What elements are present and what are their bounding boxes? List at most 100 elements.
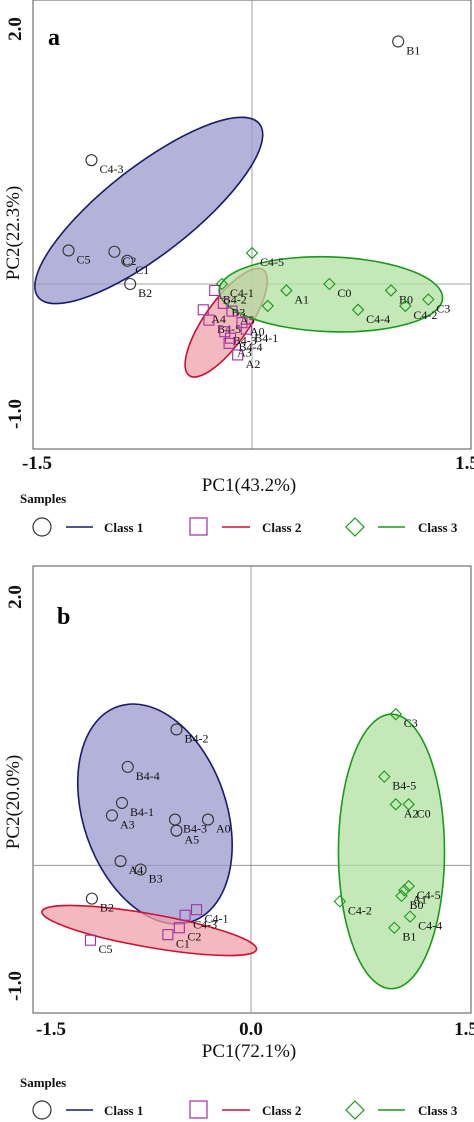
- panel-b-point-C4-2-label: C4-2: [348, 903, 372, 917]
- panel-b-point-B4-3-label: B4-3: [183, 822, 207, 836]
- legend-a-title: Samples: [20, 491, 66, 506]
- panel-b-point-C3-label: C3: [404, 716, 418, 730]
- panel-a-point-A2-label: A2: [246, 357, 261, 371]
- panel-b-point-A2-label: A2: [404, 806, 419, 820]
- panel-b-point-A3-marker: [105, 809, 119, 822]
- panel-b-point-B1-marker: [388, 921, 401, 935]
- panel-b-y-tick-min: -1.0: [5, 971, 26, 1001]
- legend-b-class2-marker: [189, 1100, 208, 1119]
- panel-a-point-A2-marker: [232, 349, 244, 361]
- panel-b-point-B0-marker: [395, 889, 408, 903]
- panel-a-point-B2-label: B2: [138, 286, 152, 300]
- panel-b-point-C0-label: C0: [417, 806, 431, 820]
- panel-a-y-axis-label: PC2(22.3%): [3, 186, 24, 280]
- panel-b-point-C4-3-label: C4-3: [193, 917, 217, 931]
- panel-b-x-axis-label: PC1(72.1%): [202, 1041, 296, 1062]
- panel-b-point-C0-marker: [402, 798, 415, 811]
- panel-a-point-C5-label: C5: [77, 252, 91, 266]
- panel-a-point-A4-marker: [197, 304, 209, 316]
- panel-a-class3-ellipse: [218, 255, 444, 333]
- panel-b-point-C5-marker: [84, 934, 97, 946]
- legend-b-class3-marker: [345, 1100, 365, 1120]
- panel-b-point-B4-5-label: B4-5: [392, 779, 416, 793]
- panel-b-point-A4-marker: [114, 855, 127, 868]
- panel-b-point-C4-2-marker: [333, 895, 347, 908]
- panel-a-point-B4-5-marker: [203, 314, 215, 326]
- panel-a-point-A0-label: A0: [250, 325, 265, 339]
- panel-b-point-C3-marker: [389, 707, 403, 721]
- panel-a-point-C3-marker: [422, 293, 435, 306]
- panel-b-point-B3-marker: [134, 863, 147, 876]
- panel-a-point-C4-2-marker: [399, 299, 412, 313]
- panel-a-point-B2-marker: [124, 277, 137, 291]
- panel-a-point-A1-marker: [280, 284, 293, 297]
- panel-b-point-B0-label: B0: [410, 898, 424, 912]
- legend-a: Samples Class 1 Class 2 Class 3: [20, 491, 458, 537]
- legend-a-class2-label: Class 2: [262, 520, 301, 535]
- panel-b-point-C1-marker: [162, 929, 174, 941]
- panel-a-point-B4-1-marker: [240, 323, 252, 335]
- panel-a-point-C4-1-marker: [215, 277, 229, 291]
- panel-b-point-B4-4-label: B4-4: [136, 769, 160, 783]
- panel-a-class1-ellipse: [34, 116, 264, 305]
- panel-a-point-C2-label: C2: [122, 254, 136, 268]
- panel-b-point-C4-4-marker: [403, 910, 417, 923]
- panel-a-point-C4-4-marker: [351, 303, 365, 317]
- panel-a-point-A3-marker: [223, 337, 235, 349]
- panel-a-x-tick-min: -1.5: [22, 453, 52, 474]
- legend-a-class3-label: Class 3: [418, 520, 458, 535]
- panel-a-point-B0-marker: [384, 284, 398, 297]
- panel-b-x-tick-min: -1.5: [36, 1019, 66, 1040]
- panel-b-point-B2-label: B2: [100, 901, 114, 915]
- panel-b-class2-ellipse: [41, 904, 258, 957]
- panel-b-letter: b: [57, 604, 70, 630]
- panel-b-point-C4-1-label: C4-1: [205, 912, 229, 926]
- panel-b-point-C5-label: C5: [98, 942, 112, 956]
- panel-a-point-B4-5-label: B4-5: [217, 322, 241, 336]
- panel-a-point-C5-marker: [62, 244, 75, 257]
- panel-a-point-A1-label: A1: [294, 292, 309, 306]
- panel-b-point-A2-marker: [389, 798, 403, 811]
- panel-a-letter: a: [48, 25, 60, 51]
- panel-b-point-A4-label: A4: [129, 863, 144, 877]
- panel-b-point-B4-1-marker: [115, 796, 129, 809]
- legend-a-class1-label: Class 1: [104, 520, 143, 535]
- panel-b-y-tick-max: 2.0: [5, 585, 26, 609]
- panel-a-point-B4-1-label: B4-1: [254, 331, 278, 345]
- panel-a-point-C4-3-label: C4-3: [99, 162, 123, 176]
- panel-b-point-B4-2-label: B4-2: [184, 731, 208, 745]
- panel-b-point-A1-label: A1: [412, 892, 427, 906]
- panel-b: B4-2 B4-4 B4-1A3 B4-3 A0 A5 A4 B3 B2 C4-1C4-3C2C1…: [3, 565, 474, 1062]
- panel-b-point-C4-4-label: C4-4: [418, 919, 442, 933]
- panel-a-point-A0-marker: [236, 317, 248, 329]
- panel-b-y-axis-label: PC2(20.0%): [3, 755, 24, 849]
- legend-b: Samples Class 1 Class 2 Class 3: [20, 1075, 458, 1120]
- panel-b-point-A3-label: A3: [120, 817, 135, 831]
- panel-b-plot: B4-2 B4-4 B4-1A3 B4-3 A0 A5 A4 B3 B2 C4-1C4-3C2C1…: [33, 566, 471, 1013]
- panel-a-point-B1-label: B1: [406, 43, 420, 57]
- legend-a-class3-marker: [345, 517, 365, 537]
- panel-a-y-tick-min: -1.0: [5, 399, 26, 429]
- panel-a-point-class3-8-marker: [261, 299, 275, 313]
- legend-b-class1-label: Class 1: [104, 1103, 143, 1118]
- panel-a-point-B4-4-label: B4-4: [239, 340, 263, 354]
- panel-b-point-C2-marker: [173, 922, 185, 934]
- panel-a-point-B4-3-marker: [219, 326, 231, 338]
- panel-a-point-B4-3-label: B4-3: [233, 334, 257, 348]
- panel-b-point-A0-label: A0: [216, 822, 231, 836]
- panel-b-point-A5-label: A5: [184, 833, 199, 847]
- legend-a-class1-marker: [32, 517, 52, 537]
- panel-b-point-C4-3-marker: [179, 909, 191, 921]
- panel-a-point-C3-label: C3: [436, 301, 450, 315]
- panel-a-point-C2-marker: [108, 245, 121, 258]
- panel-a-point-C0-label: C0: [337, 286, 351, 300]
- panel-a-point-C4-5-marker: [245, 246, 259, 260]
- panel-b-point-B4-4-marker: [121, 760, 134, 773]
- panel-a-point-C1-label: C1: [135, 263, 149, 277]
- legend-b-class2-label: Class 2: [262, 1103, 301, 1118]
- panel-b-point-B2-marker: [85, 892, 98, 905]
- panel-b-point-C4-5-label: C4-5: [417, 888, 441, 902]
- panel-a-point-C4-1-label: C4-1: [230, 286, 254, 300]
- panel-b-point-B1-label: B1: [402, 930, 416, 944]
